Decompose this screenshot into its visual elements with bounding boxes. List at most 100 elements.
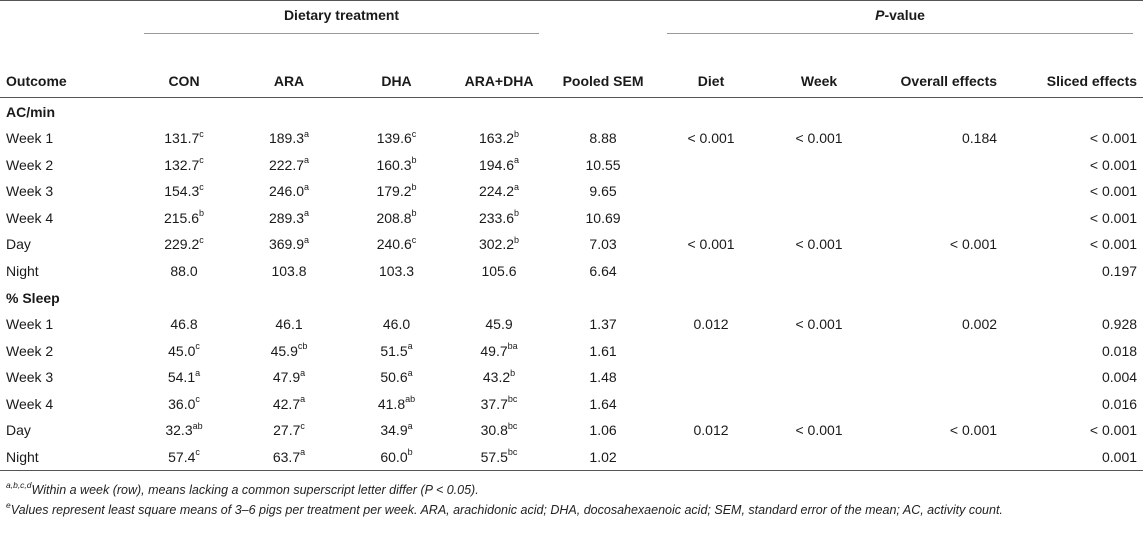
- cell-diet: [657, 205, 765, 232]
- cell-value: 103.8: [271, 262, 307, 279]
- cell-con: 132.7c: [134, 152, 234, 179]
- significance-superscript: b: [510, 367, 516, 378]
- cell-ara: 369.9a: [234, 231, 344, 258]
- cell-value: 160.3: [376, 156, 412, 173]
- cell-value: < 0.001: [795, 236, 843, 253]
- significance-superscript: ab: [192, 420, 203, 431]
- cell-value: 154.3: [164, 183, 200, 200]
- cell-value: < 0.001: [795, 316, 843, 333]
- cell-value: 103.3: [378, 262, 415, 279]
- significance-superscript: b: [411, 181, 417, 192]
- table-row: Week 2 132.7c 222.7a 160.3b 194.6a 10.55 < 0.0…: [0, 152, 1143, 179]
- significance-superscript: a: [304, 208, 310, 219]
- cell-con: 46.8: [134, 311, 234, 338]
- cell-value: 0.197: [1101, 262, 1138, 279]
- cell-sem: 1.48: [549, 364, 657, 391]
- table-row: Week 3 154.3c 246.0a 179.2b 224.2a 9.65 < 0.00…: [0, 178, 1143, 205]
- cell-value: 246.0: [268, 183, 305, 200]
- cell-value: 46.8: [170, 316, 198, 333]
- cell-sem: 7.03: [549, 231, 657, 258]
- significance-superscript: b: [199, 208, 205, 219]
- cell-sliced: 0.001: [1003, 443, 1143, 471]
- cell-value: 139.6: [376, 130, 412, 147]
- cell-value: 27.7: [273, 422, 301, 439]
- cell-con: 54.1a: [134, 364, 234, 391]
- col-ara: ARA: [234, 39, 344, 98]
- cell-value: 1.37: [589, 316, 617, 333]
- cell-sem: 1.06: [549, 417, 657, 444]
- table-row: Week 1 131.7c 189.3a 139.6c 163.2b 8.88 < 0.00…: [0, 125, 1143, 152]
- cell-sliced: 0.016: [1003, 391, 1143, 418]
- col-outcome: Outcome: [0, 39, 134, 98]
- significance-superscript: c: [300, 420, 305, 431]
- cell-week: [765, 391, 873, 418]
- cell-value: 41.8: [377, 395, 406, 412]
- cell-value: 163.2: [478, 130, 515, 147]
- cell-value: < 0.001: [795, 130, 843, 147]
- cell-value: 369.9: [268, 236, 305, 253]
- cell-dha: 160.3b: [344, 152, 449, 179]
- cell-value: 54.1: [167, 369, 196, 386]
- row-label: Day: [6, 422, 31, 439]
- cell-ara: 42.7a: [234, 391, 344, 418]
- cell-overall: 0.002: [873, 311, 1003, 338]
- cell-aradha: 302.2b: [449, 231, 549, 258]
- significance-superscript: a: [304, 234, 310, 245]
- significance-superscript: b: [407, 447, 413, 458]
- cell-value: 189.3: [268, 130, 305, 147]
- table-row: Night 88.0 103.8 103.3 105.6 6.64 0.197: [0, 258, 1143, 285]
- cell-value: < 0.001: [1089, 156, 1138, 173]
- row-label: Week 1: [6, 130, 54, 147]
- cell-value: 1.02: [589, 448, 617, 465]
- significance-superscript: a: [407, 420, 413, 431]
- cell-sem: 1.64: [549, 391, 657, 418]
- cell-sem: 10.69: [549, 205, 657, 232]
- cell-dha: 51.5a: [344, 338, 449, 365]
- row-label: Week 3: [6, 369, 54, 386]
- cell-value: < 0.001: [795, 422, 843, 439]
- cell-aradha: 43.2b: [449, 364, 549, 391]
- cell-overall: [873, 443, 1004, 471]
- cell-value: 0.184: [961, 130, 998, 147]
- cell-con: 154.3c: [134, 178, 234, 205]
- cell-value: 224.2: [478, 183, 515, 200]
- cell-week: < 0.001: [765, 125, 873, 152]
- cell-value: 32.3: [165, 422, 193, 439]
- significance-superscript: bc: [507, 447, 518, 458]
- cell-value: 302.2: [478, 236, 515, 253]
- cell-con: 57.4c: [134, 443, 234, 471]
- cell-ara: 103.8: [234, 258, 344, 285]
- table-row: Week 4 36.0c 42.7a 41.8ab 37.7bc 1.64 0.016: [0, 391, 1143, 418]
- cell-value: < 0.001: [949, 422, 998, 439]
- cell-con: 229.2c: [134, 231, 234, 258]
- cell-value: 51.5: [380, 342, 408, 359]
- cell-ara: 246.0a: [234, 178, 344, 205]
- footnote-abbreviations: eValues represent least square means of …: [6, 499, 1003, 517]
- cell-value: < 0.001: [1089, 183, 1138, 200]
- table-row: Day 229.2c 369.9a 240.6c 302.2b 7.03 < 0.001 < …: [0, 231, 1143, 258]
- section-row: % Sleep: [0, 284, 1143, 311]
- significance-superscript: cb: [297, 341, 308, 352]
- cell-value: 1.64: [589, 395, 617, 412]
- cell-ara: 189.3a: [234, 125, 344, 152]
- cell-week: < 0.001: [765, 417, 873, 444]
- cell-sliced: < 0.001: [1003, 205, 1143, 232]
- cell-value: 179.2: [376, 183, 412, 200]
- significance-superscript: a: [300, 394, 306, 405]
- cell-sliced: 0.004: [1003, 364, 1143, 391]
- row-label: Week 3: [6, 183, 54, 200]
- cell-sem: 10.55: [549, 152, 657, 179]
- cell-overall: [873, 364, 1003, 391]
- row-label: Week 4: [6, 209, 54, 226]
- dietary-treatment-header: Dietary treatment: [134, 0, 550, 39]
- significance-superscript: c: [195, 341, 200, 352]
- cell-diet: [657, 364, 765, 391]
- cell-value: 0.016: [1101, 395, 1138, 412]
- cell-week: [765, 443, 874, 471]
- cell-diet: 0.012: [657, 311, 765, 338]
- cell-diet: < 0.001: [657, 125, 765, 152]
- col-week: Week: [765, 39, 874, 98]
- cell-week: [765, 364, 873, 391]
- cell-value: 1.48: [589, 369, 617, 386]
- cell-sliced: < 0.001: [1003, 231, 1143, 258]
